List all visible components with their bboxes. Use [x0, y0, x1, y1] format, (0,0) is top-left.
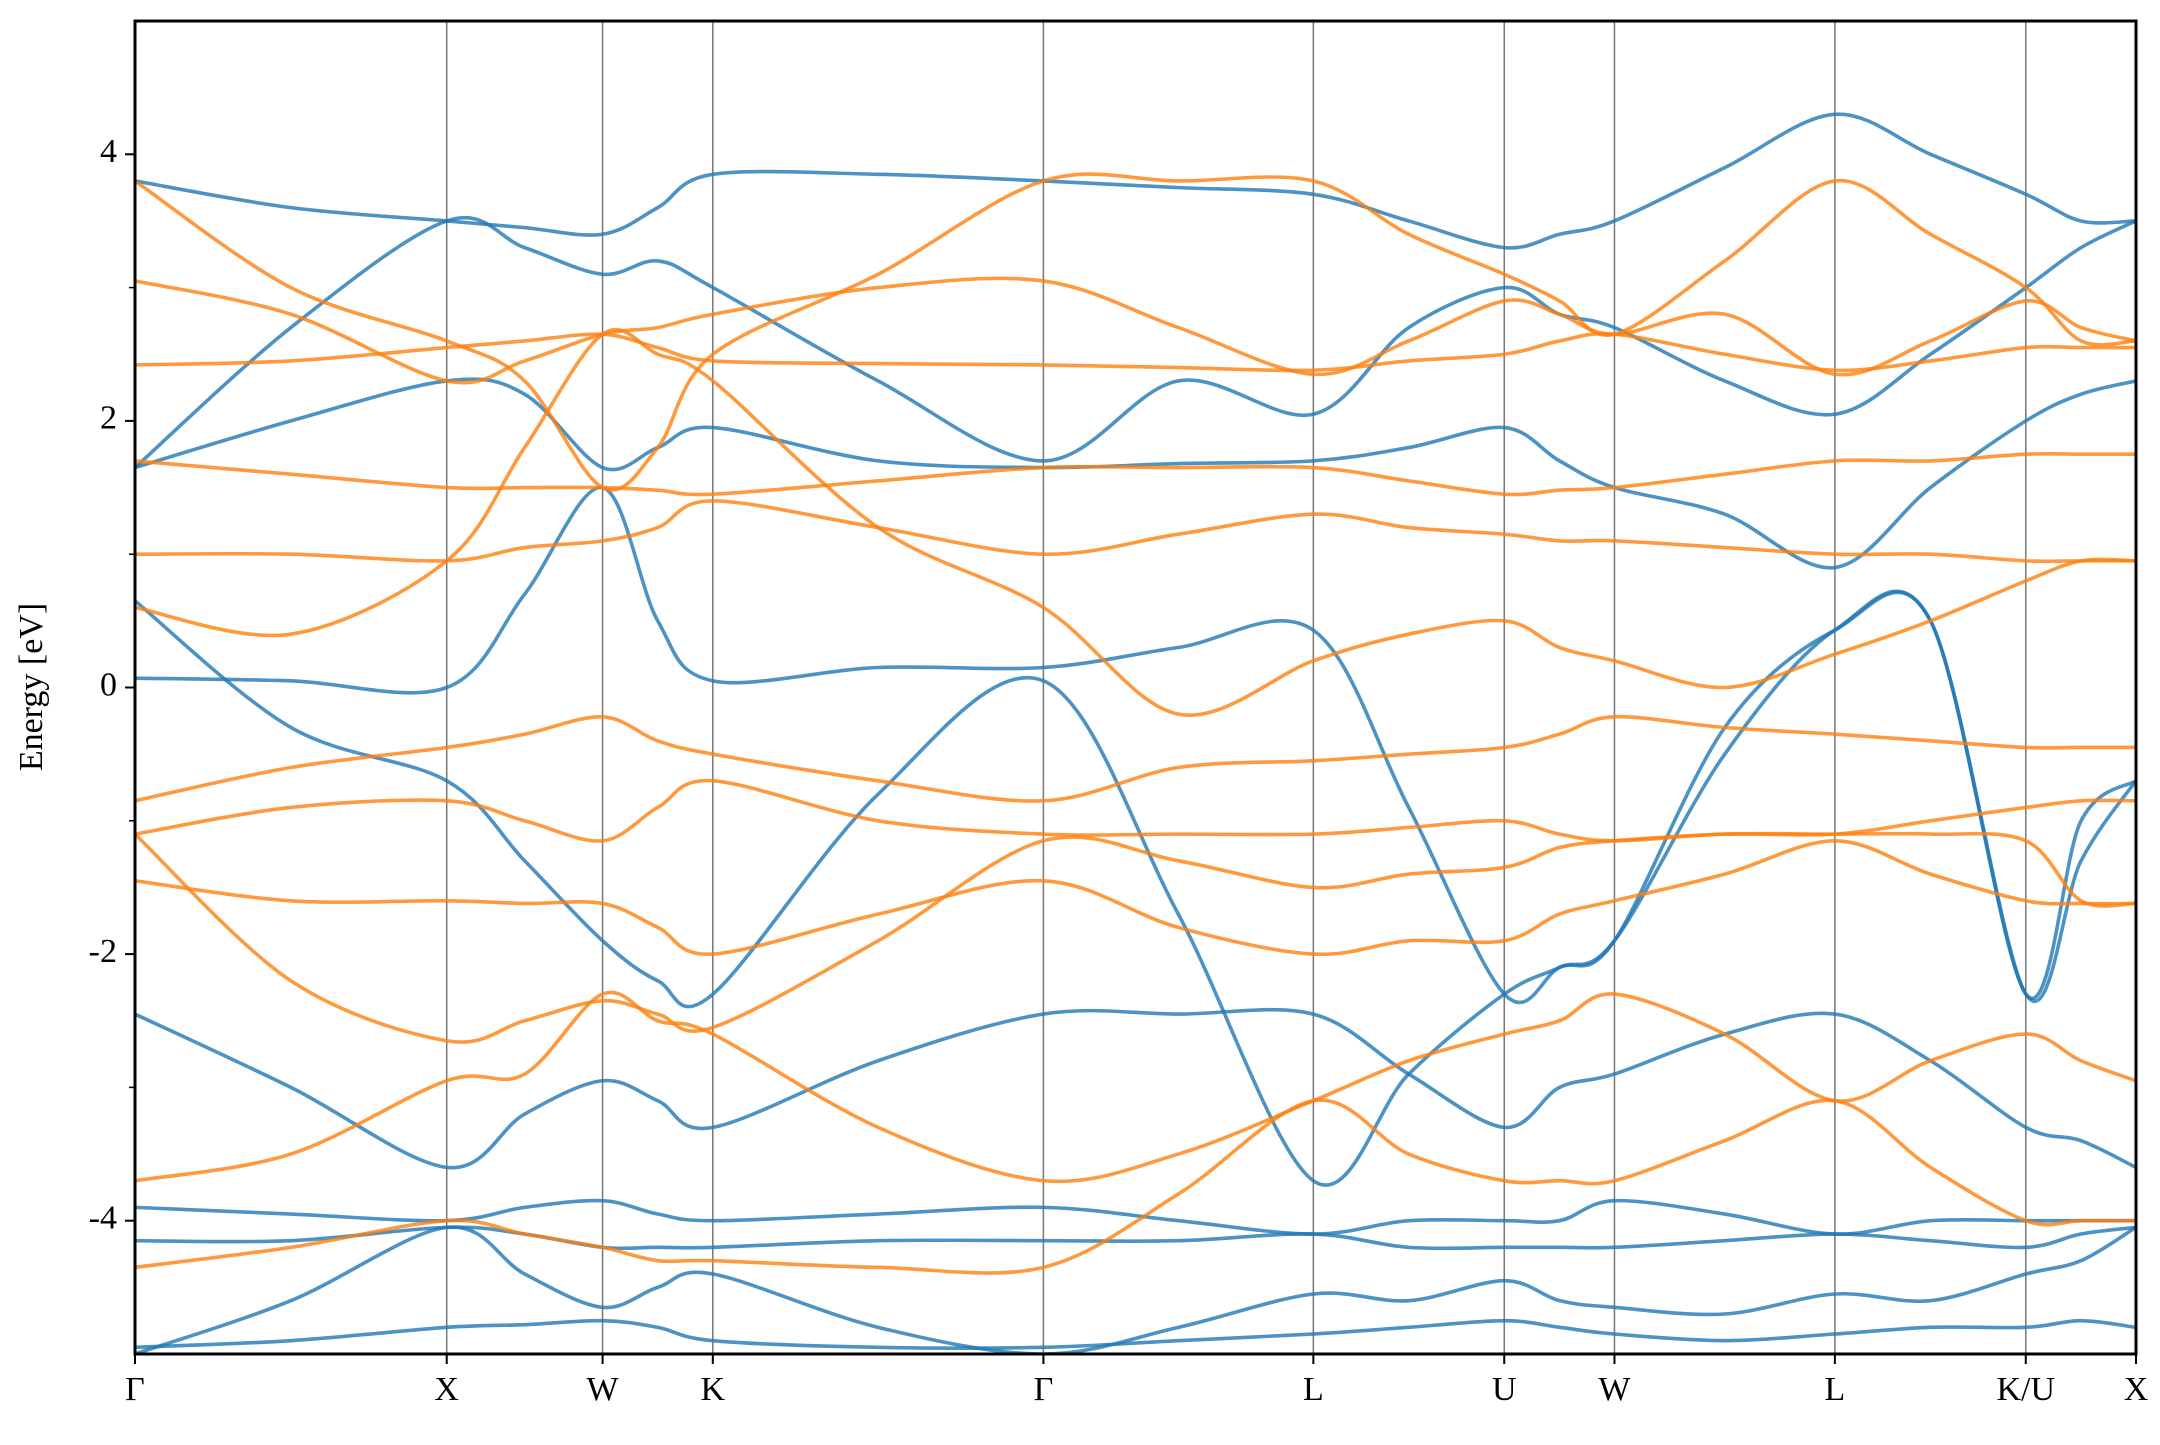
- band-line: [135, 327, 2136, 718]
- band-line: [135, 1225, 2136, 1354]
- band-line: [135, 1007, 2136, 1170]
- band-line: [135, 779, 2136, 843]
- x-tick-label: Γ: [1034, 1371, 1054, 1408]
- x-tick-label: W: [587, 1371, 620, 1408]
- band-line: [135, 112, 2136, 250]
- band-line: [135, 451, 2136, 497]
- band-line: [135, 485, 2136, 1005]
- band-line: [135, 331, 2136, 373]
- band-line: [135, 1098, 2136, 1275]
- y-axis-label: Energy [eV]: [13, 603, 50, 771]
- y-tick-label: -2: [89, 933, 117, 970]
- plot-area: [135, 21, 2136, 1354]
- band-line: [135, 714, 2136, 803]
- x-tick-label: U: [1492, 1371, 1517, 1408]
- band-line: [135, 276, 2136, 385]
- x-tick-label: L: [1824, 1371, 1845, 1408]
- x-tick-label: L: [1303, 1371, 1324, 1408]
- band-line: [135, 215, 2136, 469]
- x-tick-label: K/U: [1996, 1371, 2055, 1408]
- band-line: [135, 499, 2136, 564]
- x-tick-label: K: [701, 1371, 726, 1408]
- band-line: [135, 838, 2136, 957]
- band-line: [135, 831, 2136, 1044]
- band-line: [135, 990, 2136, 1184]
- x-tick-label: X: [434, 1371, 459, 1408]
- band-line: [135, 589, 2136, 1187]
- y-tick-label: 0: [100, 666, 117, 703]
- band-line: [135, 1198, 2136, 1236]
- y-tick-label: -4: [89, 1199, 117, 1236]
- y-tick-label: 4: [100, 133, 117, 170]
- x-tick-label: W: [1598, 1371, 1631, 1408]
- x-tick-label: Γ: [125, 1371, 145, 1408]
- band-line: [135, 1318, 2136, 1350]
- band-line: [135, 377, 2136, 570]
- x-tick-label: X: [2124, 1371, 2149, 1408]
- y-tick-label: 2: [100, 400, 117, 437]
- band-line: [135, 172, 2136, 492]
